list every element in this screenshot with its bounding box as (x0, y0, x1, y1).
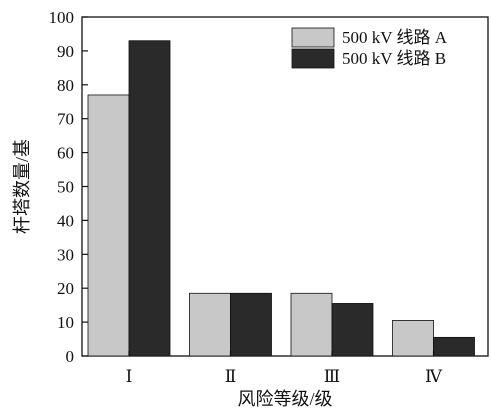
y-tick-label: 30 (57, 245, 74, 264)
y-tick-label: 50 (57, 178, 74, 197)
y-tick-label: 20 (57, 279, 74, 298)
x-tick-label: Ⅳ (425, 367, 443, 386)
bar-series-a-4 (392, 320, 434, 357)
y-tick-label: 40 (57, 211, 74, 230)
bar-series-a-2 (189, 292, 231, 357)
bar-series-a-1 (87, 94, 130, 357)
x-tick-label: Ⅲ (324, 367, 340, 386)
bar-series-a-3 (290, 292, 333, 357)
y-tick-label: 100 (49, 8, 75, 27)
x-tick-label: Ⅰ (126, 367, 133, 386)
legend-label-series-a: 500 kV 线路 A (342, 28, 448, 47)
x-tick-label: Ⅱ (225, 367, 237, 386)
y-tick-label: 80 (57, 76, 74, 95)
y-tick-label: 90 (57, 42, 74, 61)
y-axis-title: 杆塔数量/基 (12, 139, 32, 234)
bar-series-b-2 (230, 292, 272, 357)
legend-label-series-b: 500 kV 线路 B (342, 49, 446, 68)
legend: 500 kV 线路 A 500 kV 线路 B (291, 27, 448, 69)
y-axis: 0 10 20 30 40 50 60 70 80 90 100 (49, 8, 88, 366)
legend-swatch-series-b (291, 48, 335, 69)
bars-group (87, 40, 475, 357)
x-axis-title: 风险等级/级 (237, 389, 332, 409)
y-tick-label: 70 (57, 110, 74, 129)
y-tick-label: 0 (66, 347, 75, 366)
y-tick-label: 60 (57, 144, 74, 163)
bar-series-b-4 (433, 336, 475, 357)
y-tick-label: 10 (57, 313, 74, 332)
bar-series-b-1 (128, 40, 171, 357)
legend-swatch-series-a (291, 27, 335, 48)
x-axis: Ⅰ Ⅱ Ⅲ Ⅳ (126, 351, 443, 386)
bar-series-b-3 (331, 303, 374, 357)
